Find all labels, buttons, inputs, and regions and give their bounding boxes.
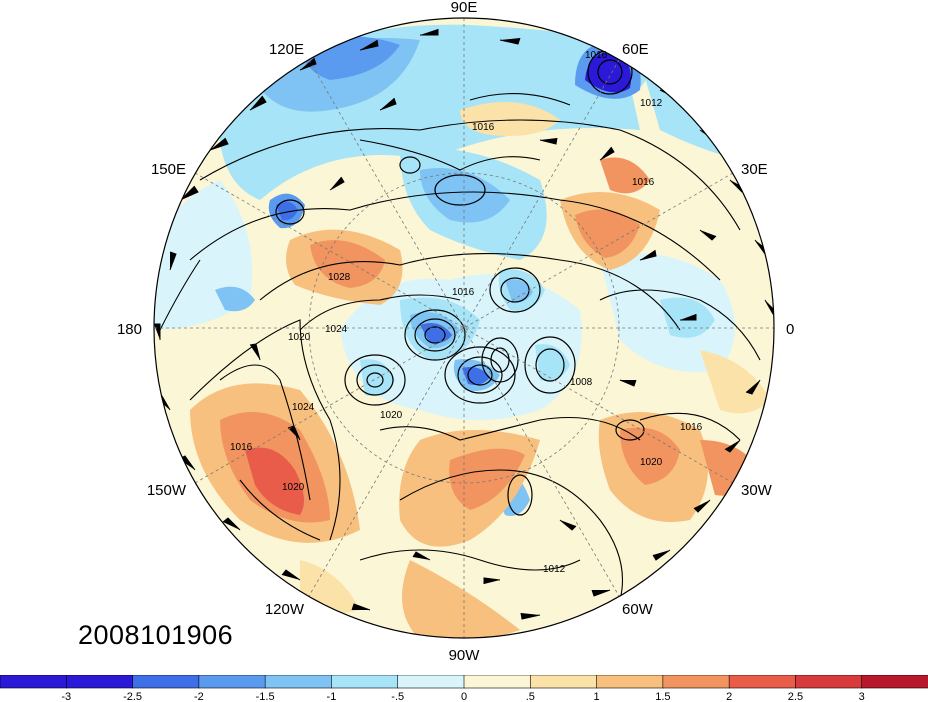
colorbar-swatch bbox=[397, 675, 465, 689]
lon-label-90e: 90E bbox=[451, 0, 478, 16]
lon-label-90w: 90W bbox=[449, 647, 481, 664]
colorbar-tick-label: 0 bbox=[461, 691, 467, 702]
contour-label: 1008 bbox=[570, 377, 593, 388]
isobar-contours bbox=[159, 93, 761, 601]
lon-label-150e: 150E bbox=[151, 161, 186, 178]
colorbar-swatch bbox=[596, 675, 664, 689]
map-border bbox=[153, 17, 775, 639]
colorbar-swatch bbox=[662, 675, 730, 689]
contour-label: 1020 bbox=[380, 410, 403, 421]
contour-label: 1024 bbox=[292, 402, 315, 413]
contour-label: 1016 bbox=[632, 177, 655, 188]
contour-label: 1020 bbox=[640, 457, 663, 468]
colorbar-tick-label: 2 bbox=[726, 691, 732, 702]
colorbar-tick-label: 2.5 bbox=[788, 691, 803, 702]
graticule bbox=[154, 18, 774, 638]
colorbar-tick-label: .5 bbox=[526, 691, 535, 702]
colorbar-swatch bbox=[331, 675, 399, 689]
contour-label: 1016 bbox=[680, 422, 703, 433]
colorbar-swatch bbox=[0, 675, 68, 689]
colorbar-swatch bbox=[795, 675, 863, 689]
colorbar-tick-label: 1.5 bbox=[655, 691, 670, 702]
colorbar-tick-label: -2 bbox=[194, 691, 204, 702]
colorbar-swatch bbox=[132, 675, 200, 689]
colorbar-tick-label: 1 bbox=[594, 691, 600, 702]
lon-label-120e: 120E bbox=[269, 41, 304, 58]
longitude-labels: 90E 60E 30E 0 30W 60W 90W 120W 150W 180 … bbox=[117, 0, 794, 664]
lon-label-30w: 30W bbox=[741, 482, 773, 499]
contour-label: 1016 bbox=[452, 287, 475, 298]
colorbar-tick-label: -1.5 bbox=[256, 691, 275, 702]
contour-label: 1028 bbox=[328, 272, 351, 283]
contour-label: 1016 bbox=[585, 50, 608, 61]
lon-label-120w: 120W bbox=[265, 601, 305, 618]
colorbar-tick-label: -2.5 bbox=[123, 691, 142, 702]
contour-label: 1020 bbox=[282, 482, 305, 493]
wind-barbs bbox=[154, 29, 774, 620]
colorbar-swatch bbox=[529, 675, 598, 689]
colorbar-swatch bbox=[463, 675, 532, 689]
lon-label-180: 180 bbox=[117, 321, 142, 338]
contour-label: 1016 bbox=[472, 122, 495, 133]
colorbar-swatch bbox=[861, 675, 928, 689]
contour-label: 1016 bbox=[230, 442, 253, 453]
lon-label-60w: 60W bbox=[622, 601, 654, 618]
colorbar-tick-label: -.5 bbox=[391, 691, 404, 702]
low-pressure-rings bbox=[275, 49, 645, 516]
contour-label: 1012 bbox=[640, 98, 663, 109]
contour-label: 1012 bbox=[543, 564, 566, 575]
contour-label: 1024 bbox=[325, 324, 348, 335]
colorbar: -3 -2.5 -2 -1.5 -1 -.5 0 .5 1 1.5 2 2.5 3 bbox=[0, 675, 928, 702]
lon-label-60e: 60E bbox=[622, 41, 649, 58]
contour-label: 1020 bbox=[288, 332, 311, 343]
lon-label-30e: 30E bbox=[741, 161, 768, 178]
colorbar-swatch bbox=[728, 675, 797, 689]
lon-label-150w: 150W bbox=[147, 482, 187, 499]
colorbar-swatch bbox=[198, 675, 266, 689]
colorbar-tick-label: -3 bbox=[61, 691, 71, 702]
lon-label-0: 0 bbox=[786, 321, 794, 338]
anomaly-field bbox=[154, 18, 774, 638]
colorbar-tick-label: 3 bbox=[859, 691, 865, 702]
colorbar-tick-label: -1 bbox=[327, 691, 337, 702]
contour-labels: 1016 1012 1016 1028 1016 1020 1024 1024 … bbox=[230, 50, 703, 575]
colorbar-swatch bbox=[264, 675, 333, 689]
colorbar-swatch bbox=[65, 675, 134, 689]
timestamp-label: 2008101906 bbox=[78, 620, 234, 650]
